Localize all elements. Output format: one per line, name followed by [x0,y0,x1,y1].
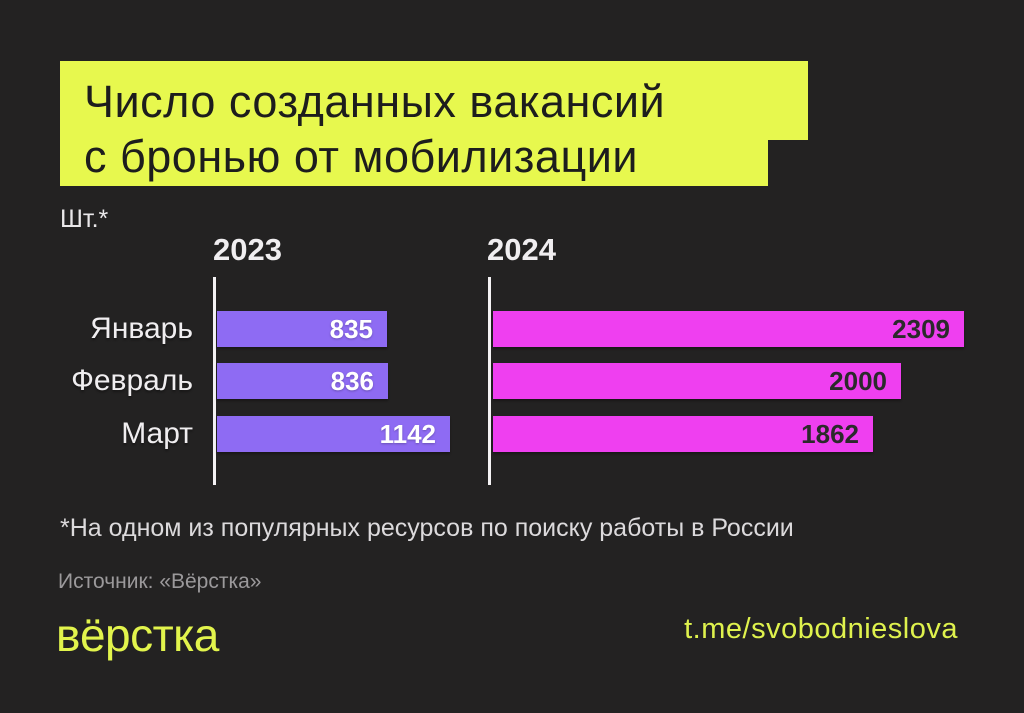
bar-2024-march: 1862 [493,416,873,452]
footnote: *На одном из популярных ресурсов по поис… [60,514,794,542]
bar-value-label: 836 [330,365,374,396]
bar-2023-january: 835 [217,311,387,347]
page-title-line-1: Число созданных вакансий [84,76,666,127]
title-highlight-top [60,61,808,140]
category-label-march: Март [121,417,193,450]
verstka-logo: вёрстка [56,609,219,661]
bar-value-label: 2000 [829,365,887,396]
bar-value-label: 1142 [379,418,436,449]
bar-2024-february: 2000 [493,363,901,399]
telegram-link[interactable]: t.me/svobodnieslova [684,613,958,645]
category-label-february: Февраль [71,364,193,397]
bar-2024-january: 2309 [493,311,964,347]
unit-label: Шт.* [60,205,109,233]
axis-line-2024 [488,277,491,485]
title-highlight-bottom [60,140,768,186]
bar-value-label: 1862 [801,418,859,449]
bar-2023-march: 1142 [217,416,450,452]
series-header-2024: 2024 [487,232,556,267]
bar-value-label: 835 [329,313,373,344]
source-credit: Источник: «Вёрстка» [58,570,262,593]
axis-line-2023 [213,277,216,485]
series-header-2023: 2023 [213,232,282,267]
bar-value-label: 2309 [892,313,950,344]
category-label-january: Январь [90,312,193,345]
bar-2023-february: 836 [217,363,388,399]
page-title-line-2: с бронью от мобилизации [84,131,639,182]
